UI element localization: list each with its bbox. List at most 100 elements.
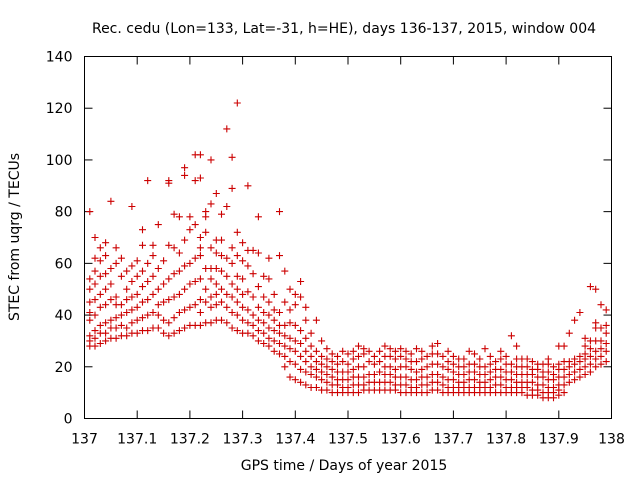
data-point: [355, 389, 362, 397]
data-point: [291, 360, 299, 368]
data-point: [413, 345, 420, 353]
data-point: [228, 184, 236, 192]
data-point: [112, 314, 120, 322]
data-point: [423, 389, 431, 397]
data-point: [181, 164, 189, 172]
data-point: [223, 254, 231, 262]
data-point: [413, 376, 420, 384]
data-point: [328, 373, 336, 381]
data-point: [486, 368, 494, 376]
data-point: [102, 301, 110, 309]
data-point: [323, 345, 331, 353]
data-point: [523, 355, 531, 363]
data-point: [397, 352, 405, 360]
data-point: [334, 360, 341, 368]
data-point: [196, 244, 204, 252]
x-tick-label: 137.2: [170, 432, 210, 448]
data-point: [228, 259, 236, 267]
data-point: [339, 358, 347, 366]
data-point: [107, 296, 115, 304]
data-point: [202, 228, 210, 236]
data-point: [117, 311, 125, 319]
data-point: [307, 371, 315, 378]
data-point: [581, 334, 589, 342]
data-point: [434, 350, 442, 358]
data-point: [128, 278, 136, 285]
data-point: [460, 363, 468, 371]
y-tick-label: 100: [46, 153, 73, 169]
data-point: [302, 334, 310, 342]
data-point: [576, 373, 584, 381]
data-point: [175, 309, 183, 316]
data-point: [560, 365, 568, 373]
data-point: [592, 347, 600, 355]
data-point: [223, 303, 231, 311]
data-point: [418, 365, 426, 373]
data-point: [328, 350, 336, 358]
data-point: [218, 252, 225, 260]
data-point: [170, 293, 178, 301]
data-point: [133, 329, 141, 337]
x-tick-label: 137.1: [117, 432, 157, 448]
data-point: [302, 303, 310, 311]
data-point: [265, 334, 273, 342]
data-point: [254, 337, 262, 345]
data-point: [460, 378, 468, 386]
data-point: [307, 329, 315, 337]
data-point: [281, 267, 289, 275]
data-point: [297, 378, 305, 386]
data-point: [302, 316, 310, 324]
data-point: [112, 244, 120, 252]
data-point: [244, 306, 252, 314]
data-point: [407, 365, 415, 373]
y-tick-label: 140: [46, 50, 73, 66]
data-point: [365, 358, 373, 366]
data-point: [91, 234, 99, 241]
data-point: [117, 254, 125, 262]
data-point: [418, 355, 426, 363]
data-point: [281, 298, 289, 306]
data-point: [402, 363, 410, 371]
data-point: [254, 316, 262, 324]
data-point: [370, 360, 378, 368]
data-point: [344, 384, 352, 391]
data-point: [228, 293, 236, 301]
data-point: [196, 151, 204, 159]
data-point: [492, 358, 500, 366]
data-point: [107, 197, 115, 205]
data-point: [297, 340, 305, 347]
data-point: [117, 272, 125, 280]
data-point: [270, 347, 278, 355]
data-point: [581, 350, 589, 358]
data-point: [91, 296, 99, 304]
data-point: [276, 208, 283, 216]
data-point: [471, 368, 478, 376]
data-point: [86, 298, 94, 306]
data-point: [186, 259, 194, 267]
data-point: [133, 303, 141, 311]
data-point: [471, 376, 478, 384]
data-point: [128, 306, 136, 314]
data-point: [139, 241, 146, 249]
data-point: [413, 384, 420, 391]
data-point: [550, 384, 557, 391]
data-point: [244, 319, 252, 327]
data-point: [212, 290, 220, 298]
data-point: [181, 236, 189, 244]
data-point: [133, 257, 141, 265]
data-point: [149, 290, 157, 298]
data-point: [96, 303, 104, 311]
data-point: [249, 293, 257, 301]
data-point: [560, 381, 568, 389]
data-point: [544, 355, 552, 363]
data-point: [486, 352, 494, 360]
data-point: [149, 241, 157, 249]
data-point: [402, 373, 410, 381]
data-point: [592, 319, 600, 327]
data-point: [265, 311, 273, 319]
data-point: [581, 342, 589, 350]
data-point: [571, 355, 579, 363]
data-point: [91, 267, 99, 275]
data-point: [86, 309, 94, 316]
